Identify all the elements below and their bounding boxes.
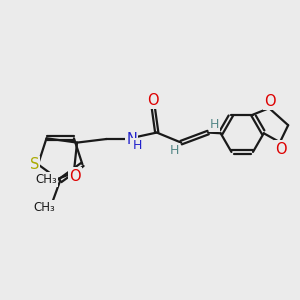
Text: S: S <box>30 157 39 172</box>
Text: H: H <box>132 139 142 152</box>
Text: N: N <box>126 131 137 146</box>
Text: CH₃: CH₃ <box>36 173 57 186</box>
Text: O: O <box>69 169 81 184</box>
Text: O: O <box>264 94 276 109</box>
Text: CH₃: CH₃ <box>34 201 56 214</box>
Text: H: H <box>210 118 219 131</box>
Text: H: H <box>170 144 179 157</box>
Text: O: O <box>275 142 286 157</box>
Text: O: O <box>147 93 158 108</box>
